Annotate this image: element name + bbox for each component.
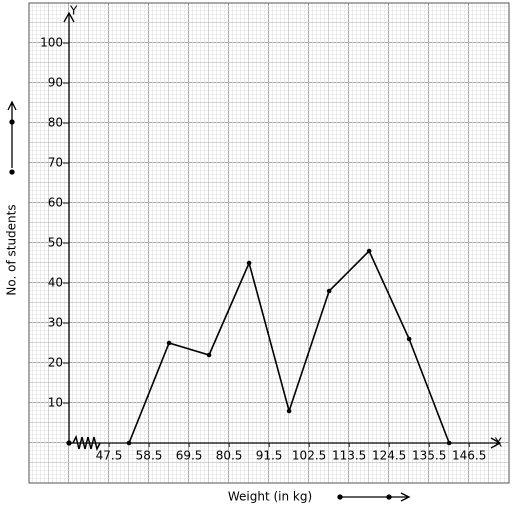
- y-tick-label: 50: [48, 236, 63, 250]
- y-tick-label: 20: [48, 356, 63, 370]
- point: [446, 440, 452, 446]
- y-tick-label: 10: [48, 396, 63, 410]
- point: [166, 340, 172, 346]
- point: [406, 336, 412, 342]
- y-tick-label: 60: [48, 196, 63, 210]
- x-tick-label: 135.5: [412, 449, 446, 463]
- y-tick-label: 40: [48, 276, 63, 290]
- x-tick-label: 102.5: [292, 449, 326, 463]
- x-tick-label: 113.5: [332, 449, 366, 463]
- point: [326, 288, 332, 294]
- y-tick-label: 100: [40, 36, 63, 50]
- x-tick-label: 91.5: [256, 449, 283, 463]
- point: [366, 248, 372, 254]
- point: [286, 408, 292, 414]
- x-tick-label: 80.5: [216, 449, 243, 463]
- x-tick-label: 58.5: [136, 449, 163, 463]
- y-tick-label: 70: [48, 156, 63, 170]
- x-axis-name: X: [494, 436, 502, 450]
- axes: [7, 11, 502, 502]
- y-axis-name: Y: [69, 4, 78, 18]
- point: [206, 352, 212, 358]
- y-axis-label: No. of students: [5, 204, 19, 295]
- y-tick-label: 80: [48, 116, 63, 130]
- graph-paper: [28, 2, 510, 484]
- x-tick-label: 47.5: [96, 449, 123, 463]
- point: [126, 440, 132, 446]
- y-tick-label: 30: [48, 316, 63, 330]
- x-tick-label: 124.5: [372, 449, 406, 463]
- point: [246, 260, 252, 266]
- x-tick-label: 69.5: [176, 449, 203, 463]
- x-axis-label: Weight (in kg): [228, 490, 312, 504]
- x-tick-label: 146.5: [452, 449, 486, 463]
- y-tick-label: 90: [48, 76, 63, 90]
